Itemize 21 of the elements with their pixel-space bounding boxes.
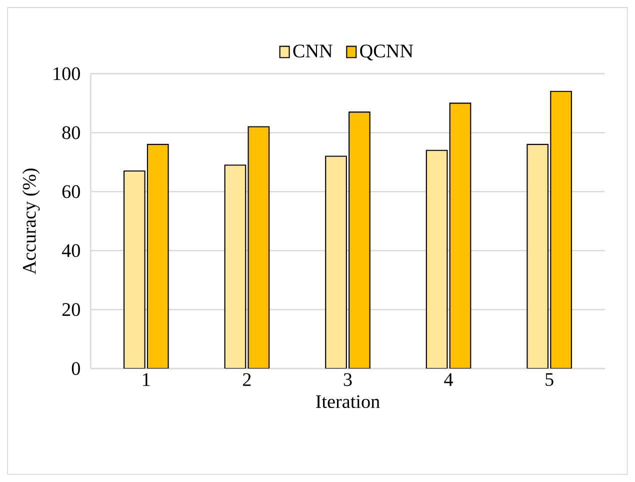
bar <box>224 164 246 369</box>
legend-label: QCNN <box>360 44 414 60</box>
legend-label: CNN <box>293 44 332 58</box>
y-axis-title: Accuracy (%) <box>22 168 40 274</box>
y-tick-label: 0 <box>72 362 80 376</box>
x-axis-title: Iteration <box>316 395 380 408</box>
x-tick-label: 5 <box>546 373 554 386</box>
bar <box>325 156 347 369</box>
x-tick-label: 3 <box>344 373 352 386</box>
bar <box>449 102 472 369</box>
bar <box>426 150 448 369</box>
x-tick-label: 2 <box>242 373 251 386</box>
y-tick-label: 40 <box>62 244 80 258</box>
y-tick-label: 20 <box>62 303 80 316</box>
y-tick-label: 100 <box>54 67 80 80</box>
bar <box>124 170 146 369</box>
x-tick-label: 1 <box>143 373 150 386</box>
y-tick-label: 60 <box>62 185 80 198</box>
bar <box>526 144 549 369</box>
y-tick-label: 80 <box>62 126 80 140</box>
x-tick-label: 4 <box>444 373 454 386</box>
